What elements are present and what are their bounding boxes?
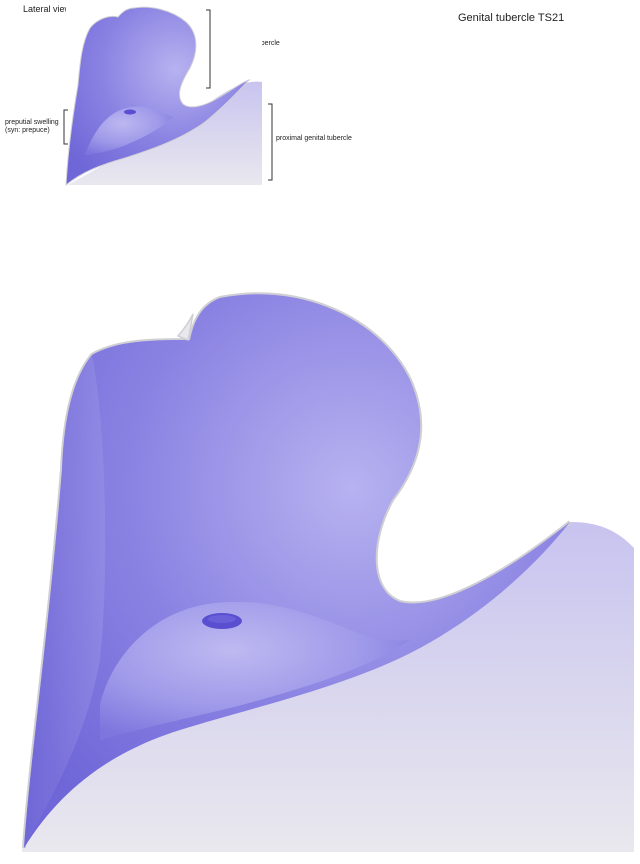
small-preputial-swelling	[85, 106, 173, 155]
large-preputial-swelling	[100, 601, 410, 740]
large-urethral-orifice-highlight	[208, 615, 236, 623]
small-urethral-orifice	[124, 109, 136, 115]
callout-proximal-genital-tubercle: proximal genital tubercle	[276, 135, 352, 143]
figure-title: Genital tubercle TS21	[458, 12, 565, 24]
large-left-shade	[24, 355, 106, 848]
callout-proximal-line1: proximal genital tubercle	[276, 135, 352, 142]
callout-preputial-line2: (syn: prepuce)	[5, 127, 50, 134]
large-glans-notch	[176, 313, 194, 342]
bracket-proximal	[268, 103, 273, 181]
view-label: Lateral view	[23, 4, 72, 14]
bracket-preputial	[63, 109, 68, 145]
bracket-distal	[206, 9, 211, 89]
small-lateral-view	[63, 6, 273, 187]
callout-preputial-line1: preputial swelling	[5, 119, 59, 126]
large-view	[22, 280, 634, 852]
callout-preputial-swelling: preputial swelling (syn: prepuce)	[5, 119, 59, 135]
